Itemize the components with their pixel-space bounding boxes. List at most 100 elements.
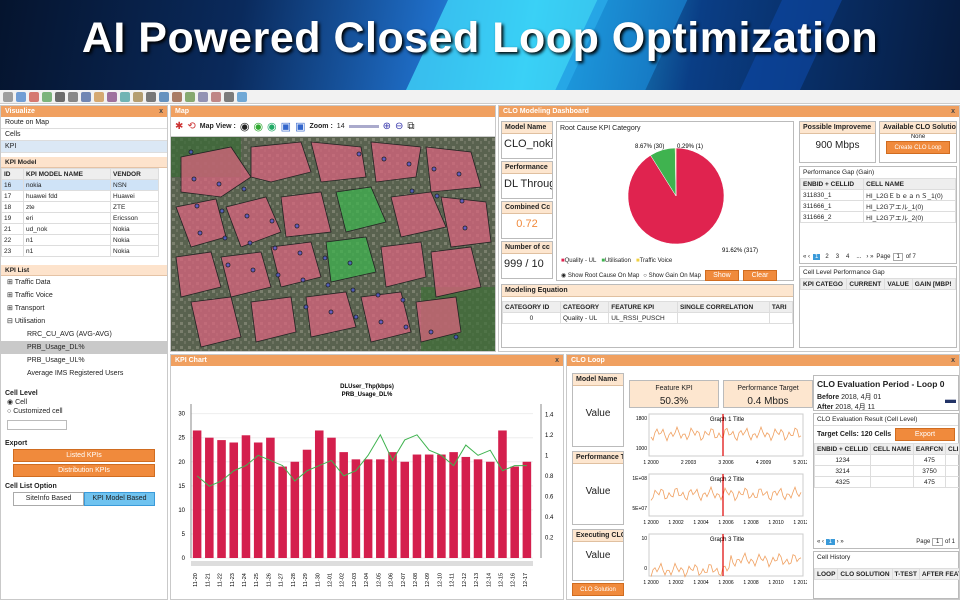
toolbar-icon[interactable] <box>29 91 39 102</box>
bar[interactable] <box>266 437 275 558</box>
col-vendor[interactable]: VENDOR <box>110 168 159 180</box>
page-number[interactable]: 1 <box>825 539 836 545</box>
site-marker[interactable] <box>375 292 381 298</box>
toolbar-icon[interactable] <box>211 91 221 102</box>
tree-group[interactable]: ⊞ Transport <box>7 305 45 312</box>
bar[interactable] <box>278 466 287 558</box>
site-marker[interactable] <box>400 297 406 303</box>
site-marker[interactable] <box>269 218 275 224</box>
toolbar-icon[interactable] <box>94 91 104 102</box>
site-marker[interactable] <box>434 193 440 199</box>
toolbar-icon[interactable] <box>120 91 130 102</box>
pie-slice[interactable] <box>674 147 677 197</box>
page-input[interactable]: 1 <box>893 253 903 261</box>
coverage-cell[interactable] <box>310 141 367 183</box>
kpi-model-based-button[interactable]: KPI Model Based <box>84 492 155 506</box>
column-header[interactable]: GAIN [MBP! <box>911 278 957 290</box>
close-icon[interactable]: x <box>951 357 955 364</box>
bar[interactable] <box>449 452 458 558</box>
site-marker[interactable] <box>294 223 300 229</box>
close-icon[interactable]: x <box>159 108 163 115</box>
cells-item[interactable]: Cells <box>1 129 167 141</box>
chart-scrollbar[interactable] <box>191 561 533 566</box>
toolbar-icon[interactable] <box>224 91 234 102</box>
kpi-item[interactable]: KPI <box>1 141 167 153</box>
site-marker[interactable] <box>328 309 334 315</box>
site-marker[interactable] <box>378 319 384 325</box>
site-marker[interactable] <box>188 149 194 155</box>
toolbar-icon[interactable] <box>198 91 208 102</box>
site-marker[interactable] <box>191 176 197 182</box>
close-icon[interactable]: x <box>951 108 955 115</box>
coverage-cell[interactable] <box>370 141 422 183</box>
coverage-cell[interactable] <box>360 291 412 343</box>
site-marker[interactable] <box>406 161 412 167</box>
bar[interactable] <box>400 461 410 558</box>
column-header[interactable]: CLI <box>944 443 959 455</box>
column-header[interactable]: SINGLE CORRELATION <box>676 301 770 313</box>
site-marker[interactable] <box>244 213 250 219</box>
site-marker[interactable] <box>250 267 256 273</box>
bar[interactable] <box>327 437 336 558</box>
toolbar-icon[interactable] <box>42 91 52 102</box>
page-input[interactable]: 1 <box>931 538 944 546</box>
toolbar-icon[interactable] <box>159 91 169 102</box>
site-marker[interactable] <box>194 203 200 209</box>
grid-icon[interactable]: ▣ <box>295 121 306 133</box>
column-header[interactable]: CELL NAME <box>870 443 914 455</box>
tree-group[interactable]: ⊞ Traffic Voice <box>7 292 53 299</box>
bar[interactable] <box>205 437 214 558</box>
column-header[interactable]: AFTER FEAT.KPI (% <box>918 568 959 580</box>
calendar-icon[interactable]: ▬ <box>945 394 956 406</box>
site-marker[interactable] <box>453 334 459 340</box>
col-cell-name[interactable]: CELL NAME <box>863 178 956 190</box>
clo-solution-button[interactable]: CLO Solution <box>572 583 624 596</box>
site-marker[interactable] <box>431 166 437 172</box>
site-marker[interactable] <box>275 272 281 278</box>
bar[interactable] <box>522 461 532 558</box>
site-marker[interactable] <box>197 230 203 236</box>
map-canvas[interactable] <box>171 137 496 352</box>
table-row[interactable]: 16 nokia NSN <box>1 179 159 191</box>
bar[interactable] <box>351 459 361 558</box>
zoom-in-icon[interactable]: ⊕ <box>382 121 391 132</box>
column-header[interactable]: KPI CATEGO <box>799 278 848 290</box>
table-row[interactable]: 3214 3750 <box>813 465 959 477</box>
radio-cell[interactable]: ◉ Cell <box>1 397 167 407</box>
column-header[interactable]: TARI <box>768 301 794 313</box>
expand-icon[interactable]: ⊞ <box>7 279 15 286</box>
tree-item[interactable]: Average IMS Registered Users <box>27 370 124 377</box>
coverage-cell[interactable] <box>250 296 297 343</box>
toolbar-icon[interactable] <box>68 91 78 102</box>
column-header[interactable]: EARFCN <box>912 443 947 455</box>
create-clo-loop-button[interactable]: Create CLO Loop <box>886 141 950 154</box>
table-row[interactable]: 19 eri Ericsson <box>1 212 159 224</box>
fit-icon[interactable]: ⧉ <box>407 121 415 132</box>
toolbar-icon[interactable] <box>146 91 156 102</box>
page-number[interactable]: 3 <box>835 254 840 260</box>
site-marker[interactable] <box>219 208 225 214</box>
toolbar-icon[interactable] <box>107 91 117 102</box>
site-marker[interactable] <box>381 156 387 162</box>
bar[interactable] <box>412 454 422 558</box>
coverage-cell[interactable] <box>305 291 357 338</box>
site-marker[interactable] <box>459 198 465 204</box>
tree-item[interactable]: RRC_CU_AVG (AVG-AVG) <box>27 331 112 338</box>
site-marker[interactable] <box>347 260 353 266</box>
zoom-slider[interactable] <box>348 125 379 128</box>
bar[interactable] <box>424 454 434 558</box>
coverage-cell[interactable] <box>335 186 387 233</box>
tree-group[interactable]: ⊞ Traffic Data <box>7 279 51 286</box>
table-row[interactable]: 311666_1 HI_L2Gアエル_1(0) <box>799 200 956 212</box>
column-header[interactable]: FEATURE KPI <box>608 301 678 313</box>
coverage-cell[interactable] <box>180 146 252 198</box>
coverage-cell[interactable] <box>250 141 312 183</box>
page-number[interactable]: 1 <box>813 254 821 260</box>
col-enbid[interactable]: ENBID + CELLID <box>799 178 865 190</box>
site-marker[interactable] <box>272 245 278 251</box>
bar[interactable] <box>363 459 373 558</box>
next-page-icon[interactable]: › » <box>835 539 844 545</box>
site-marker[interactable] <box>428 329 434 335</box>
coverage-cell[interactable] <box>175 251 222 298</box>
coverage-cell[interactable] <box>280 191 332 238</box>
